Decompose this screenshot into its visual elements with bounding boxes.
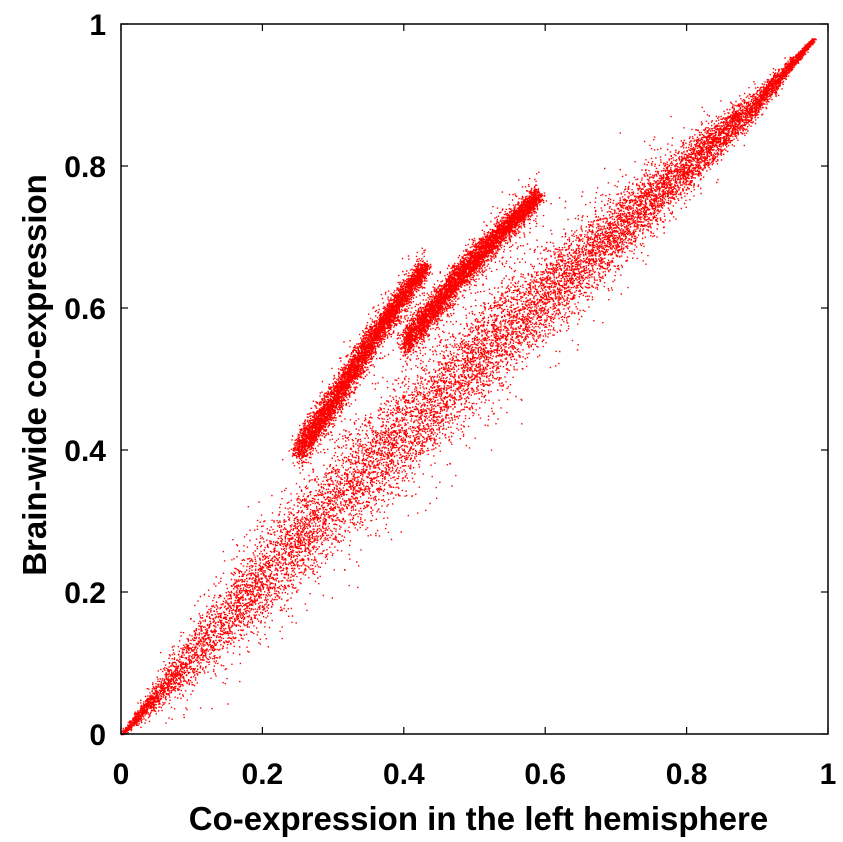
x-tick-label: 0.4 (383, 758, 425, 791)
axis-ticks (120, 23, 829, 735)
y-tick-label: 0.2 (64, 577, 106, 610)
x-tick-label: 0.2 (242, 758, 284, 791)
x-tick-label: 0.8 (666, 758, 708, 791)
y-tick-label: 0 (89, 719, 106, 752)
y-tick-label: 0.8 (64, 151, 106, 184)
y-tick-label: 1 (89, 9, 106, 42)
x-tick-label: 0 (113, 758, 130, 791)
y-axis-label: Brain-wide co-expression (16, 174, 53, 576)
x-axis-label: Co-expression in the left hemisphere (189, 800, 768, 837)
plot-frame (120, 23, 829, 735)
y-tick-label: 0.6 (64, 293, 106, 326)
x-tick-label: 1 (820, 758, 837, 791)
y-tick-labels: 0 0.2 0.4 0.6 0.8 1 (64, 9, 106, 752)
scatter-points (121, 38, 817, 736)
scatter-point-cloud (121, 38, 817, 736)
y-tick-label: 0.4 (64, 435, 106, 468)
x-tick-labels: 0 0.2 0.4 0.6 0.8 1 (113, 758, 837, 791)
x-tick-label: 0.6 (524, 758, 566, 791)
